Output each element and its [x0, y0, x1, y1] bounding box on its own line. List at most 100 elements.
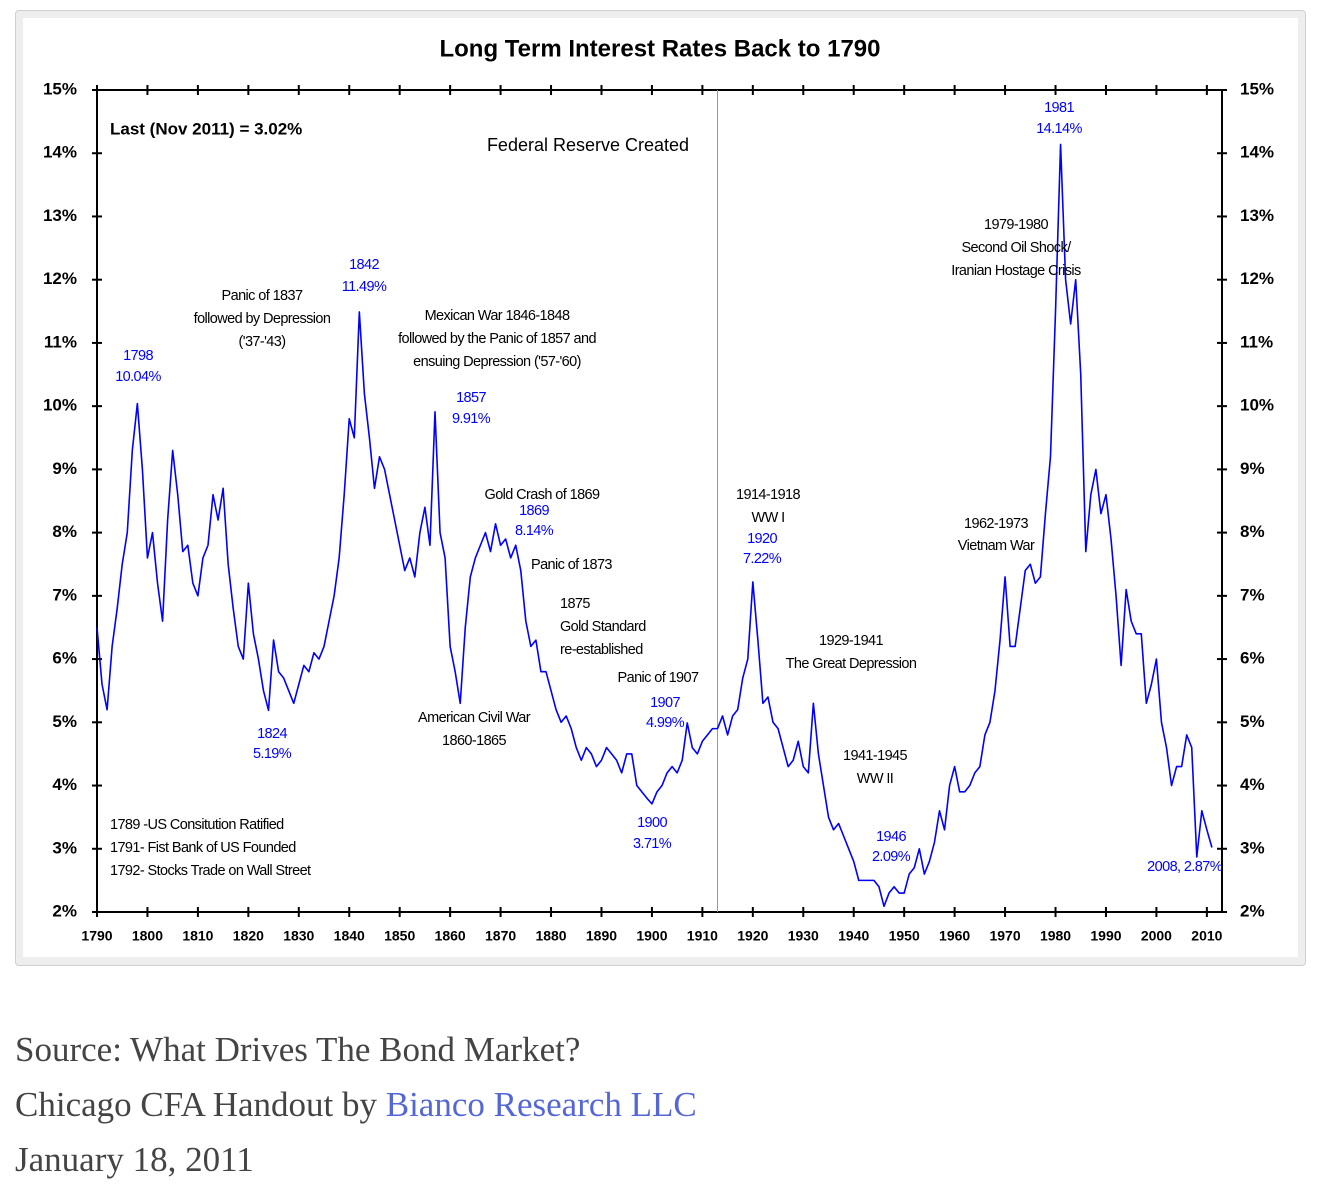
- annotation: Iranian Hostage Crisis: [951, 263, 1081, 279]
- annotation: 1914-1918: [736, 487, 800, 503]
- chart-title: Long Term Interest Rates Back to 1790: [439, 35, 880, 62]
- caption-credit: Chicago CFA Handout by Bianco Research L…: [15, 1085, 697, 1125]
- x-tick-label: 1890: [586, 928, 617, 944]
- y-tick-label: 14%: [43, 143, 77, 162]
- annotation: 2.09%: [872, 849, 911, 865]
- annotation: ('37-'43): [239, 334, 286, 350]
- series-line: [96, 143, 1213, 908]
- x-tick-label: 1990: [1090, 928, 1121, 944]
- annotation: Last (Nov 2011) = 3.02%: [110, 119, 302, 138]
- y-tick-label: 5%: [52, 712, 77, 731]
- y2-tick-label: 7%: [1240, 585, 1265, 604]
- annotation: followed by the Panic of 1857 and: [398, 331, 596, 347]
- x-tick-label: 1970: [989, 928, 1020, 944]
- x-tick-label: 1920: [737, 928, 768, 944]
- annotation: 1791- Fist Bank of US Founded: [110, 840, 296, 856]
- annotation: Gold Standard: [560, 619, 646, 635]
- y2-tick-label: 8%: [1240, 522, 1265, 541]
- annotation: 1789 -US Consitution Ratified: [110, 817, 284, 833]
- y2-tick-label: 12%: [1240, 269, 1274, 288]
- annotation: 8.14%: [515, 523, 554, 539]
- chart-panel: [23, 18, 1298, 957]
- annotation: Mexican War 1846-1848: [425, 308, 570, 324]
- x-tick-label: 1860: [435, 928, 466, 944]
- y-tick-label: 9%: [52, 459, 77, 478]
- annotation: 1875: [560, 596, 590, 612]
- annotation: 1920: [747, 531, 777, 547]
- annotation: 9.91%: [452, 411, 491, 427]
- y2-tick-label: 6%: [1240, 649, 1265, 668]
- annotation: 1979-1980: [984, 217, 1048, 233]
- annotation: followed by Depression: [194, 311, 331, 327]
- annotation: 5.19%: [253, 746, 292, 762]
- annotation: ensuing Depression ('57-'60): [413, 354, 581, 370]
- caption-prefix: Chicago CFA Handout by: [15, 1085, 386, 1124]
- x-tick-label: 2010: [1191, 928, 1222, 944]
- reference-line-label: Federal Reserve Created: [487, 135, 689, 155]
- annotation: 7.22%: [743, 551, 782, 567]
- annotation: 1860-1865: [442, 733, 506, 749]
- y-tick-label: 15%: [43, 79, 77, 98]
- y-tick-label: 3%: [52, 838, 77, 857]
- annotation: 1900: [637, 815, 667, 831]
- annotation: 1981: [1044, 100, 1074, 116]
- y2-tick-label: 15%: [1240, 79, 1274, 98]
- caption-source: Source: What Drives The Bond Market?: [15, 1030, 581, 1069]
- x-tick-label: 1870: [485, 928, 516, 944]
- y-tick-label: 10%: [43, 396, 77, 415]
- annotation: 1929-1941: [819, 633, 883, 649]
- chart: Long Term Interest Rates Back to 1790 2%…: [43, 35, 1274, 944]
- y-tick-label: 2%: [52, 901, 77, 920]
- y2-tick-label: 5%: [1240, 712, 1265, 731]
- annotation: Panic of 1873: [531, 557, 612, 573]
- y-tick-label: 12%: [43, 269, 77, 288]
- annotation: 4.99%: [646, 715, 685, 731]
- x-tick-label: 1850: [384, 928, 415, 944]
- x-tick-label: 1900: [636, 928, 667, 944]
- annotation: 3.71%: [633, 836, 672, 852]
- annotation: 1798: [123, 348, 153, 364]
- y-tick-label: 11%: [44, 332, 77, 351]
- annotation: re-established: [560, 642, 643, 658]
- caption-link[interactable]: Bianco Research LLC: [385, 1085, 697, 1124]
- annotation: The Great Depression: [786, 656, 917, 672]
- annotation: 2008, 2.87%: [1147, 859, 1223, 875]
- y2-tick-label: 14%: [1240, 143, 1274, 162]
- y2-tick-label: 2%: [1240, 901, 1265, 920]
- annotation: Gold Crash of 1869: [485, 487, 600, 503]
- annotation: Second Oil Shock/: [961, 240, 1072, 256]
- x-tick-label: 1830: [283, 928, 314, 944]
- y2-tick-label: 9%: [1240, 459, 1265, 478]
- y2-tick-label: 10%: [1240, 396, 1274, 415]
- annotation: WW I: [751, 510, 784, 526]
- annotation: Panic of 1837: [222, 288, 303, 304]
- annotation: Vietnam War: [958, 538, 1035, 554]
- annotation: 1842: [349, 257, 379, 273]
- annotation: 1907: [650, 695, 680, 711]
- annotation: American Civil War: [418, 710, 531, 726]
- x-tick-label: 1960: [939, 928, 970, 944]
- x-tick-label: 1790: [81, 928, 112, 944]
- annotation: 1869: [519, 503, 549, 519]
- annotation: 1941-1945: [843, 748, 907, 764]
- y2-tick-label: 11%: [1240, 332, 1273, 351]
- x-tick-label: 2000: [1141, 928, 1172, 944]
- annotation: 1824: [257, 726, 287, 742]
- y-tick-label: 13%: [43, 206, 77, 225]
- annotation: 1946: [876, 829, 906, 845]
- x-tick-label: 1840: [334, 928, 365, 944]
- annotation: 11.49%: [342, 279, 387, 295]
- x-tick-label: 1810: [182, 928, 213, 944]
- x-tick-label: 1800: [132, 928, 163, 944]
- annotation: 14.14%: [1036, 121, 1082, 137]
- y2-tick-label: 13%: [1240, 206, 1274, 225]
- annotation: 1857: [456, 390, 486, 406]
- chart-card: [15, 10, 1306, 966]
- x-tick-label: 1820: [233, 928, 264, 944]
- caption-date: January 18, 2011: [15, 1140, 254, 1179]
- x-tick-label: 1940: [838, 928, 869, 944]
- y-tick-label: 8%: [52, 522, 77, 541]
- annotation: 1792- Stocks Trade on Wall Street: [110, 863, 311, 879]
- x-tick-label: 1910: [687, 928, 718, 944]
